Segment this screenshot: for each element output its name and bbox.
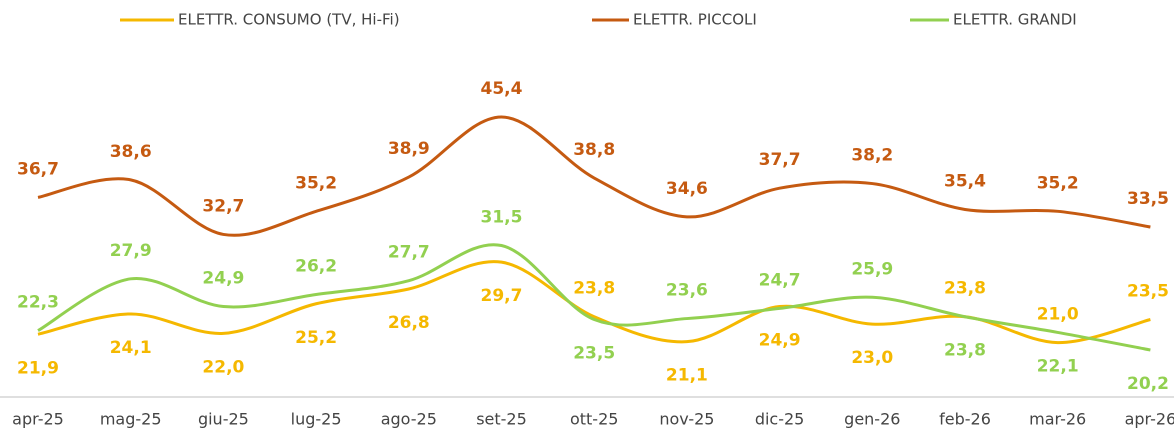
data-label: 24,9: [202, 269, 244, 289]
data-label: 22,0: [202, 357, 244, 377]
data-label: 23,8: [944, 341, 986, 361]
data-label: 38,6: [110, 142, 152, 162]
data-label: 23,5: [573, 343, 615, 363]
data-label: 24,7: [759, 270, 801, 290]
data-label: 45,4: [481, 79, 523, 99]
data-label: 26,8: [388, 313, 430, 333]
x-tick-label: lug-25: [291, 410, 342, 429]
data-label: 22,1: [1037, 356, 1079, 376]
data-label: 35,4: [944, 171, 986, 191]
data-label: 34,6: [666, 179, 708, 199]
data-label: 33,5: [1127, 189, 1169, 209]
data-label: 23,6: [666, 281, 708, 301]
x-tick-label: ott-25: [570, 410, 618, 429]
data-label: 20,2: [1127, 374, 1169, 394]
x-tick-label: nov-25: [659, 410, 714, 429]
x-tick-label: mag-25: [100, 410, 162, 429]
legend-label: ELETTR. CONSUMO (TV, Hi-Fi): [178, 11, 400, 29]
data-label: 24,1: [110, 338, 152, 358]
data-label: 21,9: [17, 358, 59, 378]
data-label: 36,7: [17, 159, 59, 179]
data-label: 23,5: [1127, 281, 1169, 301]
data-label: 26,2: [295, 257, 337, 277]
data-label: 38,8: [573, 140, 615, 160]
legend-label: ELETTR. GRANDI: [953, 11, 1077, 29]
data-label: 38,2: [851, 146, 893, 166]
data-label: 29,7: [481, 286, 523, 306]
x-tick-label: apr-25: [12, 410, 64, 429]
data-label: 21,0: [1037, 305, 1079, 325]
x-tick-label: gen-26: [844, 410, 900, 429]
x-tick-label: dic-25: [755, 410, 805, 429]
series-line: [37, 115, 1151, 237]
x-tick-label: set-25: [476, 410, 527, 429]
data-label: 27,7: [388, 243, 430, 263]
data-label: 35,2: [295, 173, 337, 193]
data-label: 22,3: [17, 293, 59, 313]
data-label: 32,7: [202, 196, 244, 216]
data-label: 35,2: [1037, 173, 1079, 193]
data-label: 24,9: [759, 331, 801, 351]
x-tick-label: ago-25: [381, 410, 437, 429]
x-tick-label: apr-26: [1125, 410, 1174, 429]
data-label: 21,1: [666, 366, 708, 386]
x-tick-label: mar-26: [1029, 410, 1086, 429]
x-tick-label: giu-25: [198, 410, 249, 429]
data-label: 31,5: [481, 208, 523, 228]
series-line: [37, 243, 1151, 352]
data-label: 27,9: [110, 241, 152, 261]
data-label: 23,8: [944, 279, 986, 299]
data-label: 37,7: [759, 150, 801, 170]
data-label: 23,0: [851, 348, 893, 368]
data-label: 25,9: [851, 259, 893, 279]
data-label: 23,8: [573, 279, 615, 299]
data-label: 38,9: [388, 139, 430, 159]
x-tick-label: feb-26: [939, 410, 991, 429]
data-label: 25,2: [295, 328, 337, 348]
legend-label: ELETTR. PICCOLI: [633, 11, 757, 29]
